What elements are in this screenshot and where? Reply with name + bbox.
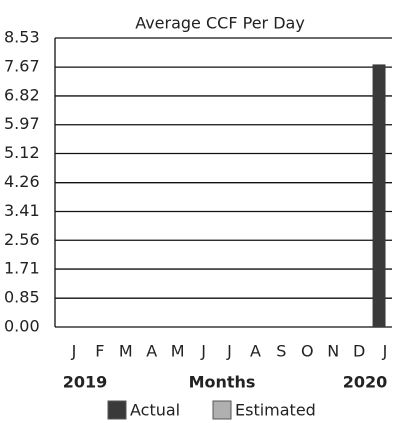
x-axis-label: Months [189,373,256,392]
x-tick-label: F [95,342,104,361]
y-tick-label: 4.26 [4,172,40,191]
x-tick-label: J [226,342,232,361]
x-tick-label: J [382,342,388,361]
x-tick-label: D [353,342,365,361]
x-tick-label: M [119,342,133,361]
y-tick-label: 6.82 [4,85,40,104]
y-tick-label: 0.85 [4,288,40,307]
x-tick-label: J [200,342,206,361]
legend-label: Actual [130,401,180,420]
year-end: 2020 [343,373,388,392]
chart-title: Average CCF Per Day [135,14,305,33]
y-tick-label: 3.41 [4,201,40,220]
x-tick-label: M [171,342,185,361]
x-tick-label: S [276,342,286,361]
x-tick-label: O [301,342,314,361]
x-tick-label: J [71,342,77,361]
y-tick-label: 7.67 [4,57,40,76]
y-tick-label: 5.12 [4,143,40,162]
bar [372,64,386,327]
year-start: 2019 [63,373,108,392]
legend-swatch [212,400,232,420]
y-tick-label: 1.71 [4,259,40,278]
y-tick-label: 0.00 [4,317,40,336]
y-tick-label: 5.97 [4,114,40,133]
y-tick-label: 2.56 [4,230,40,249]
x-tick-label: A [250,342,261,361]
x-tick-label: N [327,342,339,361]
x-tick-label: A [146,342,157,361]
y-tick-label: 8.53 [4,28,40,47]
legend-swatch [107,400,127,420]
legend-label: Estimated [235,401,316,420]
